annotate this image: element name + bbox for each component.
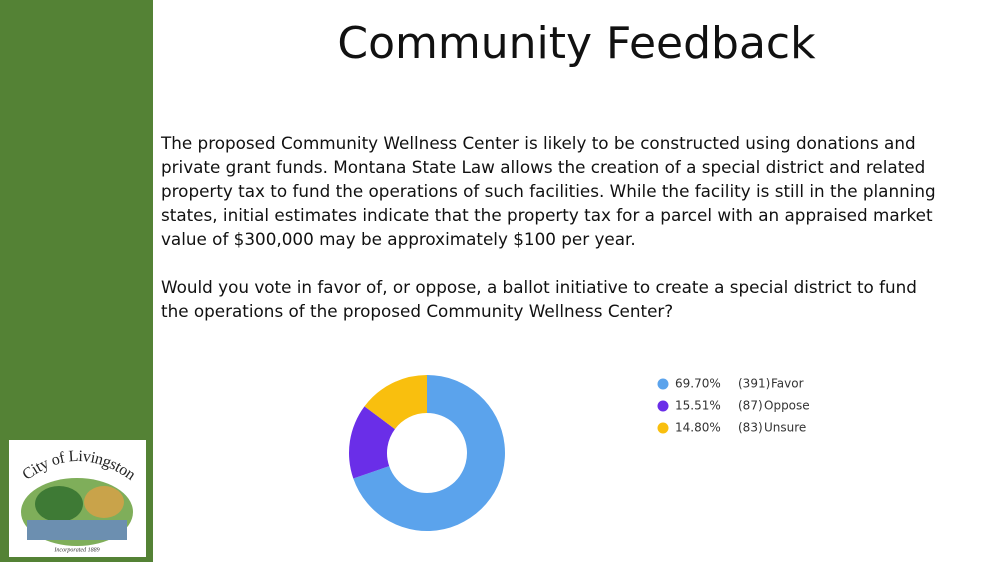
legend-swatch [657,400,669,412]
donut-slice [349,406,395,479]
legend-value: 15.51% [675,399,721,413]
legend-label: Unsure [764,421,806,435]
legend-value: 14.80% [675,421,721,435]
logo: City of Livingston Incorporated 1889 [9,440,146,557]
slide-title: Community Feedback [337,18,816,69]
legend-value: 69.70% [675,377,721,391]
legend-count: (391) [738,377,770,391]
logo-tagline: Incorporated 1889 [53,547,99,553]
text-line: the operations of the proposed Community… [161,301,674,321]
paragraph: Would you vote in favor of, or oppose, a… [161,275,936,323]
donut-slice [364,375,427,430]
legend-label: Oppose [764,399,810,413]
paragraph: The proposed Community Wellness Center i… [161,131,936,251]
donut-slice [353,375,505,531]
legend-swatch [657,378,669,390]
legend-count: (87) [738,399,763,413]
text-line: property tax to fund the operations of s… [161,181,936,201]
logo-water [27,520,127,540]
text-line: Would you vote in favor of, or oppose, a… [161,277,917,297]
chart: 69.70% (391) Favor 15.51% (87) Oppose 14.80% (8… [349,375,810,531]
text-line: states, initial estimates indicate that … [161,205,933,225]
logo-tree [84,486,124,518]
text-line: value of $300,000 may be approximately $… [161,229,636,249]
logo-tree [35,486,83,522]
slide-body: The proposed Community Wellness Center i… [161,131,936,347]
text-line: The proposed Community Wellness Center i… [161,133,916,153]
legend-label: Favor [771,377,804,391]
text-line: private grant funds. Montana State Law a… [161,157,926,177]
legend-count: (83) [738,421,763,435]
legend-swatch [657,422,669,434]
